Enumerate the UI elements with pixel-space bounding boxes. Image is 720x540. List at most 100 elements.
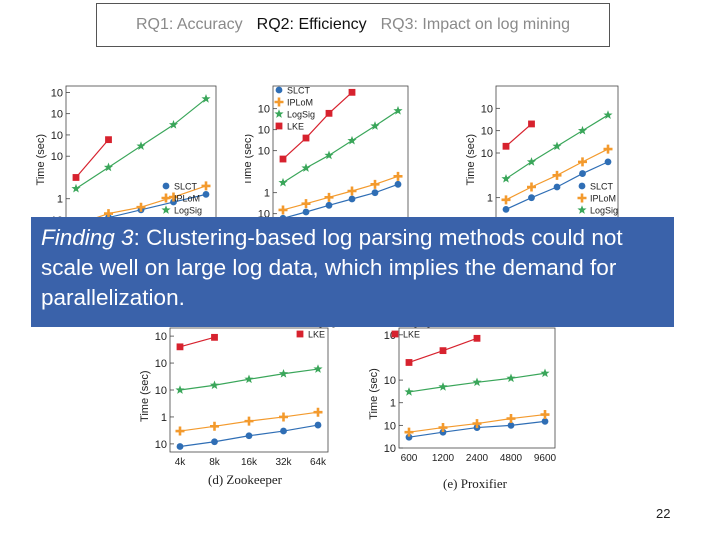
series-slct xyxy=(502,158,612,213)
plot-frame xyxy=(65,85,217,220)
data-point xyxy=(347,135,357,145)
series-line xyxy=(282,175,399,211)
legend-label: LogSig xyxy=(174,206,202,216)
data-point xyxy=(136,202,146,212)
finding-lead: Finding 3 xyxy=(41,225,134,250)
series-lke xyxy=(502,120,535,150)
y-tick-label: 10 xyxy=(481,103,493,115)
legend-label: LogSig xyxy=(287,110,315,120)
y-tick-label: 1 xyxy=(390,398,396,410)
plot-frame xyxy=(272,85,409,220)
data-point xyxy=(244,416,254,426)
series-logsig xyxy=(175,364,323,394)
data-point xyxy=(136,141,146,150)
legend-marker xyxy=(161,205,171,214)
data-point xyxy=(526,157,537,166)
data-point xyxy=(394,180,402,188)
series-iplom xyxy=(404,410,550,437)
legend-label: SLCT xyxy=(174,182,198,192)
data-point xyxy=(506,373,516,383)
data-point xyxy=(439,428,447,436)
series-line xyxy=(505,123,532,147)
legend-marker xyxy=(577,205,587,214)
series-line xyxy=(179,336,215,348)
data-point xyxy=(245,432,253,440)
data-point xyxy=(579,170,586,177)
nav-rq2[interactable]: RQ2: Efficiency xyxy=(256,16,367,33)
y-axis-label: Time (sec) xyxy=(465,134,477,186)
y-tick-label: 10 xyxy=(155,358,167,370)
data-point xyxy=(348,195,356,203)
y-tick-label: 10 xyxy=(384,375,396,387)
legend-label: IPLoM xyxy=(174,194,200,204)
legend-label: IPLoM xyxy=(287,98,313,108)
data-point xyxy=(325,109,333,117)
data-point xyxy=(527,182,536,192)
nav-rq3[interactable]: RQ3: Impact on log mining xyxy=(380,16,571,33)
legend-marker xyxy=(275,86,283,94)
series-logsig xyxy=(278,105,403,187)
legend-marker xyxy=(161,193,171,203)
data-point xyxy=(370,121,380,130)
series-logsig xyxy=(71,94,211,193)
data-point xyxy=(176,443,184,450)
data-point xyxy=(175,385,185,394)
data-point xyxy=(506,414,516,424)
data-point xyxy=(325,201,333,209)
plot-frame xyxy=(398,327,556,449)
data-point xyxy=(211,438,218,446)
data-point xyxy=(393,171,403,181)
series-lke xyxy=(72,136,112,181)
series-lke xyxy=(405,334,481,366)
data-point xyxy=(438,382,448,391)
data-point xyxy=(175,426,185,436)
y-tick-label: 10 xyxy=(384,420,396,432)
series-line xyxy=(282,110,399,184)
data-point xyxy=(210,421,219,431)
data-point xyxy=(244,374,254,384)
y-axis-label: Time (sec) xyxy=(245,134,254,186)
data-point xyxy=(301,163,311,172)
data-point xyxy=(472,377,482,387)
x-tick-label: 16k xyxy=(241,457,258,468)
y-tick-label: 10 xyxy=(155,385,167,397)
data-point xyxy=(472,419,482,429)
legend-label: SLCT xyxy=(287,86,311,96)
data-point xyxy=(279,412,288,422)
x-tick-label: 9600 xyxy=(534,453,557,464)
y-axis-label: Time (sec) xyxy=(140,370,151,422)
data-point xyxy=(103,162,114,172)
y-tick-label: 1 xyxy=(487,193,493,205)
y-tick-label: 1 xyxy=(57,194,63,206)
legend-marker xyxy=(274,109,284,118)
series-slct xyxy=(279,180,402,220)
legend-label: IPLoM xyxy=(590,194,616,204)
y-axis-label: Time (sec) xyxy=(368,368,380,420)
data-point xyxy=(71,183,81,193)
finding-text: : Clustering-based log parsing methods c… xyxy=(41,225,623,310)
y-tick-label: 10 xyxy=(51,130,63,142)
series-line xyxy=(282,91,353,160)
y-tick-label: 10 xyxy=(51,87,63,99)
y-tick-label: 10 xyxy=(258,146,270,158)
data-point xyxy=(502,142,510,150)
data-point xyxy=(528,194,535,202)
nav-rq1[interactable]: RQ1: Accuracy xyxy=(135,16,243,33)
data-point xyxy=(405,359,413,366)
data-point xyxy=(541,417,549,425)
data-point xyxy=(603,144,613,154)
data-point xyxy=(501,173,511,183)
legend-label: SLCT xyxy=(590,182,614,192)
legend-label: LKE xyxy=(308,330,325,340)
chart-e: 10310110-110-2Time (sec)6001200240048009… xyxy=(368,326,557,491)
data-point xyxy=(279,155,287,163)
y-tick-label: 10 xyxy=(155,331,167,343)
data-point xyxy=(324,150,334,160)
series-lke xyxy=(176,333,218,351)
data-point xyxy=(170,198,177,206)
chart-title: (d) Zookeeper xyxy=(208,472,283,487)
data-point xyxy=(211,333,218,341)
legend-marker xyxy=(274,97,284,107)
data-point xyxy=(278,205,288,215)
